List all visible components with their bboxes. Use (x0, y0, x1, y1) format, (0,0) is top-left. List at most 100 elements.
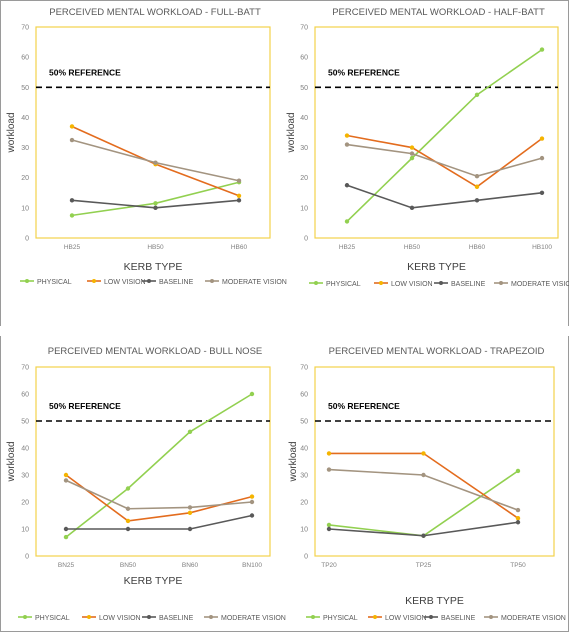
series-line (66, 514, 253, 530)
chart-bull-nose: PERCEIVED MENTAL WORKLOAD - BULL NOSE 0 10… (6, 346, 286, 622)
data-point (249, 499, 255, 505)
legend-swatch-marker (314, 281, 318, 285)
data-point (187, 510, 193, 515)
data-point (187, 505, 193, 510)
y-tick-label: 30 (21, 473, 29, 480)
data-point (63, 526, 69, 532)
legend-swatch-marker (25, 279, 29, 283)
reference-label: 50% REFERENCE (49, 401, 121, 411)
series-line (71, 139, 240, 182)
chart-title: PERCEIVED MENTAL WORKLOAD - FULL-BATT (49, 7, 261, 18)
y-tick-label: 40 (21, 115, 29, 122)
plot-area (314, 366, 555, 557)
legend-swatch-marker (147, 279, 151, 283)
legend-label: PHYSICAL (37, 279, 72, 286)
y-tick-label: 20 (21, 175, 29, 182)
data-point (249, 513, 255, 518)
chart-full-batt: PERCEIVED MENTAL WORKLOAD - FULL-BATT 0 10… (6, 7, 287, 286)
legend-label: BASELINE (441, 615, 476, 622)
data-point (125, 518, 131, 524)
y-tick-label: 0 (25, 554, 29, 561)
data-point (409, 151, 415, 156)
x-tick-label: HB100 (532, 244, 552, 251)
data-point (69, 124, 75, 129)
y-tick-label: 0 (25, 236, 29, 243)
legend-label: PHYSICAL (35, 615, 70, 622)
legend-label: PHYSICAL (326, 281, 361, 288)
legend-swatch-marker (92, 279, 96, 283)
y-tick-label: 10 (21, 527, 29, 534)
data-point (515, 516, 521, 521)
y-tick-label: 70 (300, 365, 308, 372)
data-point (326, 467, 332, 472)
data-point (344, 183, 350, 188)
series-line (65, 474, 253, 522)
data-point (409, 155, 415, 161)
y-tick-label: 70 (21, 365, 29, 372)
series-line (346, 143, 543, 178)
series-line (65, 393, 253, 538)
legend-label: BASELINE (159, 615, 194, 622)
data-point (474, 184, 480, 189)
legend-label: BASELINE (159, 279, 194, 286)
reference-label: 50% REFERENCE (49, 67, 121, 77)
data-point (326, 526, 332, 532)
y-tick-label: 30 (21, 145, 29, 152)
chart-title: PERCEIVED MENTAL WORKLOAD - TRAPEZOID (329, 346, 545, 357)
data-point (69, 213, 75, 218)
data-point (63, 478, 69, 483)
data-point (539, 136, 545, 141)
y-tick-label: 50 (21, 419, 29, 426)
data-point (421, 451, 426, 456)
x-tick-label: TP25 (416, 562, 432, 569)
data-point (249, 391, 255, 397)
series-line (346, 134, 543, 188)
data-point (539, 47, 545, 52)
x-tick-label: BN100 (242, 562, 262, 569)
data-point (236, 178, 242, 183)
y-tick-label: 70 (21, 25, 29, 32)
data-point (187, 429, 193, 434)
data-point (153, 160, 158, 165)
y-tick-label: 10 (300, 205, 308, 212)
data-point (236, 198, 242, 203)
data-point (69, 137, 75, 143)
data-point (474, 92, 480, 98)
legend-label: PHYSICAL (323, 615, 358, 622)
chart-title: PERCEIVED MENTAL WORKLOAD - HALF-BATT (332, 7, 545, 18)
legend-swatch-marker (209, 615, 213, 619)
y-tick-label: 20 (300, 175, 308, 182)
x-axis-label: KERB TYPE (124, 575, 183, 587)
x-tick-label: TP50 (510, 562, 526, 569)
legend-swatch-marker (87, 615, 91, 619)
y-tick-label: 50 (300, 85, 308, 92)
y-tick-label: 0 (304, 236, 308, 243)
data-point (409, 145, 415, 150)
y-tick-label: 20 (300, 500, 308, 507)
data-point (474, 174, 480, 179)
data-point (474, 198, 480, 203)
x-tick-label: BN50 (120, 562, 137, 569)
series-line (65, 479, 253, 510)
data-point (515, 507, 521, 513)
y-tick-label: 20 (21, 500, 29, 507)
y-axis-label: workload (286, 112, 297, 153)
legend-label: BASELINE (451, 281, 486, 288)
data-point (344, 133, 350, 138)
legend-swatch-marker (23, 615, 27, 619)
plot-area (314, 26, 559, 239)
data-point (236, 193, 242, 198)
data-point (344, 142, 350, 147)
y-tick-label: 50 (21, 85, 29, 92)
legend-swatch-marker (311, 615, 315, 619)
data-point (344, 219, 350, 224)
x-tick-label: HB25 (64, 244, 81, 251)
y-tick-label: 40 (300, 446, 308, 453)
data-point (63, 534, 69, 540)
x-axis-label: KERB TYPE (407, 261, 466, 273)
series-line (71, 181, 240, 217)
chart-half-batt: PERCEIVED MENTAL WORKLOAD - HALF-BATT 0 10… (286, 7, 569, 288)
data-point (153, 201, 158, 206)
data-point (326, 451, 332, 456)
